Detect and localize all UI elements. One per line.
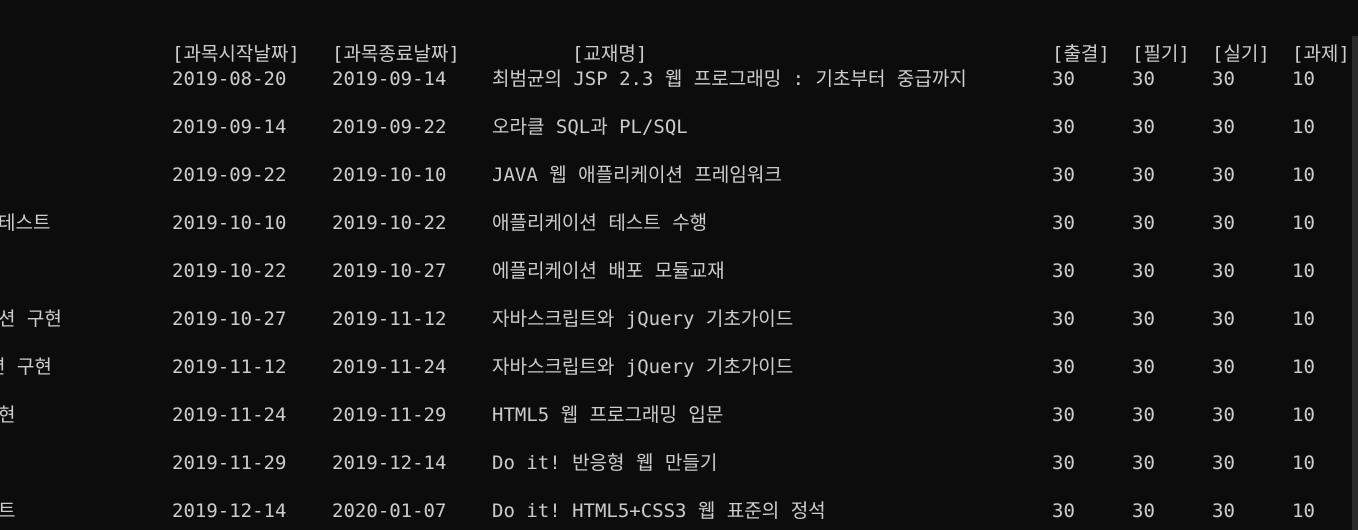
row-assignment: 10 bbox=[1292, 164, 1315, 186]
row-book: HTML5 웹 프로그래밍 입문 bbox=[492, 404, 724, 426]
row-practical: 30 bbox=[1212, 164, 1235, 186]
row-end-date: 2019-12-14 bbox=[332, 452, 447, 474]
row-start-date: 2019-12-14 bbox=[172, 500, 287, 522]
row-attendance: 30 bbox=[1052, 500, 1075, 522]
row-book: 자바스크립트와 jQuery 기초가이드 bbox=[492, 356, 794, 378]
header-practical: [실기] bbox=[1212, 43, 1270, 65]
row-practical: 30 bbox=[1212, 116, 1235, 138]
row-attendance: 30 bbox=[1052, 68, 1075, 90]
row-end-date: 2019-09-22 bbox=[332, 116, 447, 138]
header-written: [필기] bbox=[1132, 43, 1190, 65]
row-written: 30 bbox=[1132, 260, 1155, 282]
row-end-date: 2019-09-14 bbox=[332, 68, 447, 90]
row-start-date: 2019-11-12 bbox=[172, 356, 287, 378]
row-end-date: 2019-10-22 bbox=[332, 212, 447, 234]
row-written: 30 bbox=[1132, 500, 1155, 522]
row-end-date: 2019-11-29 bbox=[332, 404, 447, 426]
row-assignment: 10 bbox=[1292, 116, 1315, 138]
row-practical: 30 bbox=[1212, 212, 1235, 234]
row-attendance: 30 bbox=[1052, 404, 1075, 426]
row-written: 30 bbox=[1132, 452, 1155, 474]
row-written: 30 bbox=[1132, 308, 1155, 330]
row-written: 30 bbox=[1132, 212, 1155, 234]
row-written: 30 bbox=[1132, 164, 1155, 186]
row-book: JAVA 웹 애플리케이션 프레임워크 bbox=[492, 164, 782, 186]
header-start-date: [과목시작날짜] bbox=[172, 43, 300, 65]
row-assignment: 10 bbox=[1292, 260, 1315, 282]
row-assignment: 10 bbox=[1292, 212, 1315, 234]
row-book: 애플리케이션 테스트 수행 bbox=[492, 212, 708, 234]
row-start-date: 2019-08-20 bbox=[172, 68, 287, 90]
header-book: [교재명] bbox=[572, 43, 648, 65]
row-attendance: 30 bbox=[1052, 164, 1075, 186]
row-practical: 30 bbox=[1212, 68, 1235, 90]
row-assignment: 10 bbox=[1292, 500, 1315, 522]
row-practical: 30 bbox=[1212, 308, 1235, 330]
row-attendance: 30 bbox=[1052, 260, 1075, 282]
row-written: 30 bbox=[1132, 356, 1155, 378]
row-course-name-fragment: 현 bbox=[0, 404, 16, 426]
row-attendance: 30 bbox=[1052, 116, 1075, 138]
row-end-date: 2019-10-10 bbox=[332, 164, 447, 186]
row-book: 최범균의 JSP 2.3 웹 프로그래밍 : 기초부터 중급까지 bbox=[492, 68, 967, 90]
row-start-date: 2019-11-24 bbox=[172, 404, 287, 426]
row-assignment: 10 bbox=[1292, 308, 1315, 330]
row-written: 30 bbox=[1132, 116, 1155, 138]
row-attendance: 30 bbox=[1052, 452, 1075, 474]
row-end-date: 2019-11-12 bbox=[332, 308, 447, 330]
row-written: 30 bbox=[1132, 68, 1155, 90]
row-practical: 30 bbox=[1212, 452, 1235, 474]
row-start-date: 2019-09-14 bbox=[172, 116, 287, 138]
row-book: 오라클 SQL과 PL/SQL bbox=[492, 116, 688, 138]
row-end-date: 2020-01-07 bbox=[332, 500, 447, 522]
row-book: Do it! 반응형 웹 만들기 bbox=[492, 452, 718, 474]
row-start-date: 2019-10-22 bbox=[172, 260, 287, 282]
row-course-name-fragment: 션 구현 bbox=[0, 356, 52, 378]
header-assignment: [과제] bbox=[1292, 43, 1350, 65]
row-practical: 30 bbox=[1212, 404, 1235, 426]
row-practical: 30 bbox=[1212, 260, 1235, 282]
row-start-date: 2019-09-22 bbox=[172, 164, 287, 186]
row-attendance: 30 bbox=[1052, 356, 1075, 378]
row-course-name-fragment: 테스트 bbox=[0, 212, 51, 234]
row-written: 30 bbox=[1132, 404, 1155, 426]
row-course-name-fragment: 션 구현 bbox=[0, 308, 62, 330]
row-start-date: 2019-10-10 bbox=[172, 212, 287, 234]
row-practical: 30 bbox=[1212, 500, 1235, 522]
row-assignment: 10 bbox=[1292, 356, 1315, 378]
row-book: 에플리케이션 배포 모듈교재 bbox=[492, 260, 725, 282]
row-end-date: 2019-11-24 bbox=[332, 356, 447, 378]
scrollbar[interactable] bbox=[1352, 36, 1358, 530]
row-assignment: 10 bbox=[1292, 404, 1315, 426]
row-assignment: 10 bbox=[1292, 452, 1315, 474]
row-course-name-fragment: 트 bbox=[0, 500, 16, 522]
row-end-date: 2019-10-27 bbox=[332, 260, 447, 282]
row-book: Do it! HTML5+CSS3 웹 표준의 정석 bbox=[492, 500, 826, 522]
row-start-date: 2019-10-27 bbox=[172, 308, 287, 330]
row-assignment: 10 bbox=[1292, 68, 1315, 90]
header-end-date: [과목종료날짜] bbox=[332, 43, 460, 65]
row-attendance: 30 bbox=[1052, 308, 1075, 330]
row-book: 자바스크립트와 jQuery 기초가이드 bbox=[492, 308, 794, 330]
row-attendance: 30 bbox=[1052, 212, 1075, 234]
row-practical: 30 bbox=[1212, 356, 1235, 378]
header-attendance: [출결] bbox=[1052, 43, 1110, 65]
row-start-date: 2019-11-29 bbox=[172, 452, 287, 474]
